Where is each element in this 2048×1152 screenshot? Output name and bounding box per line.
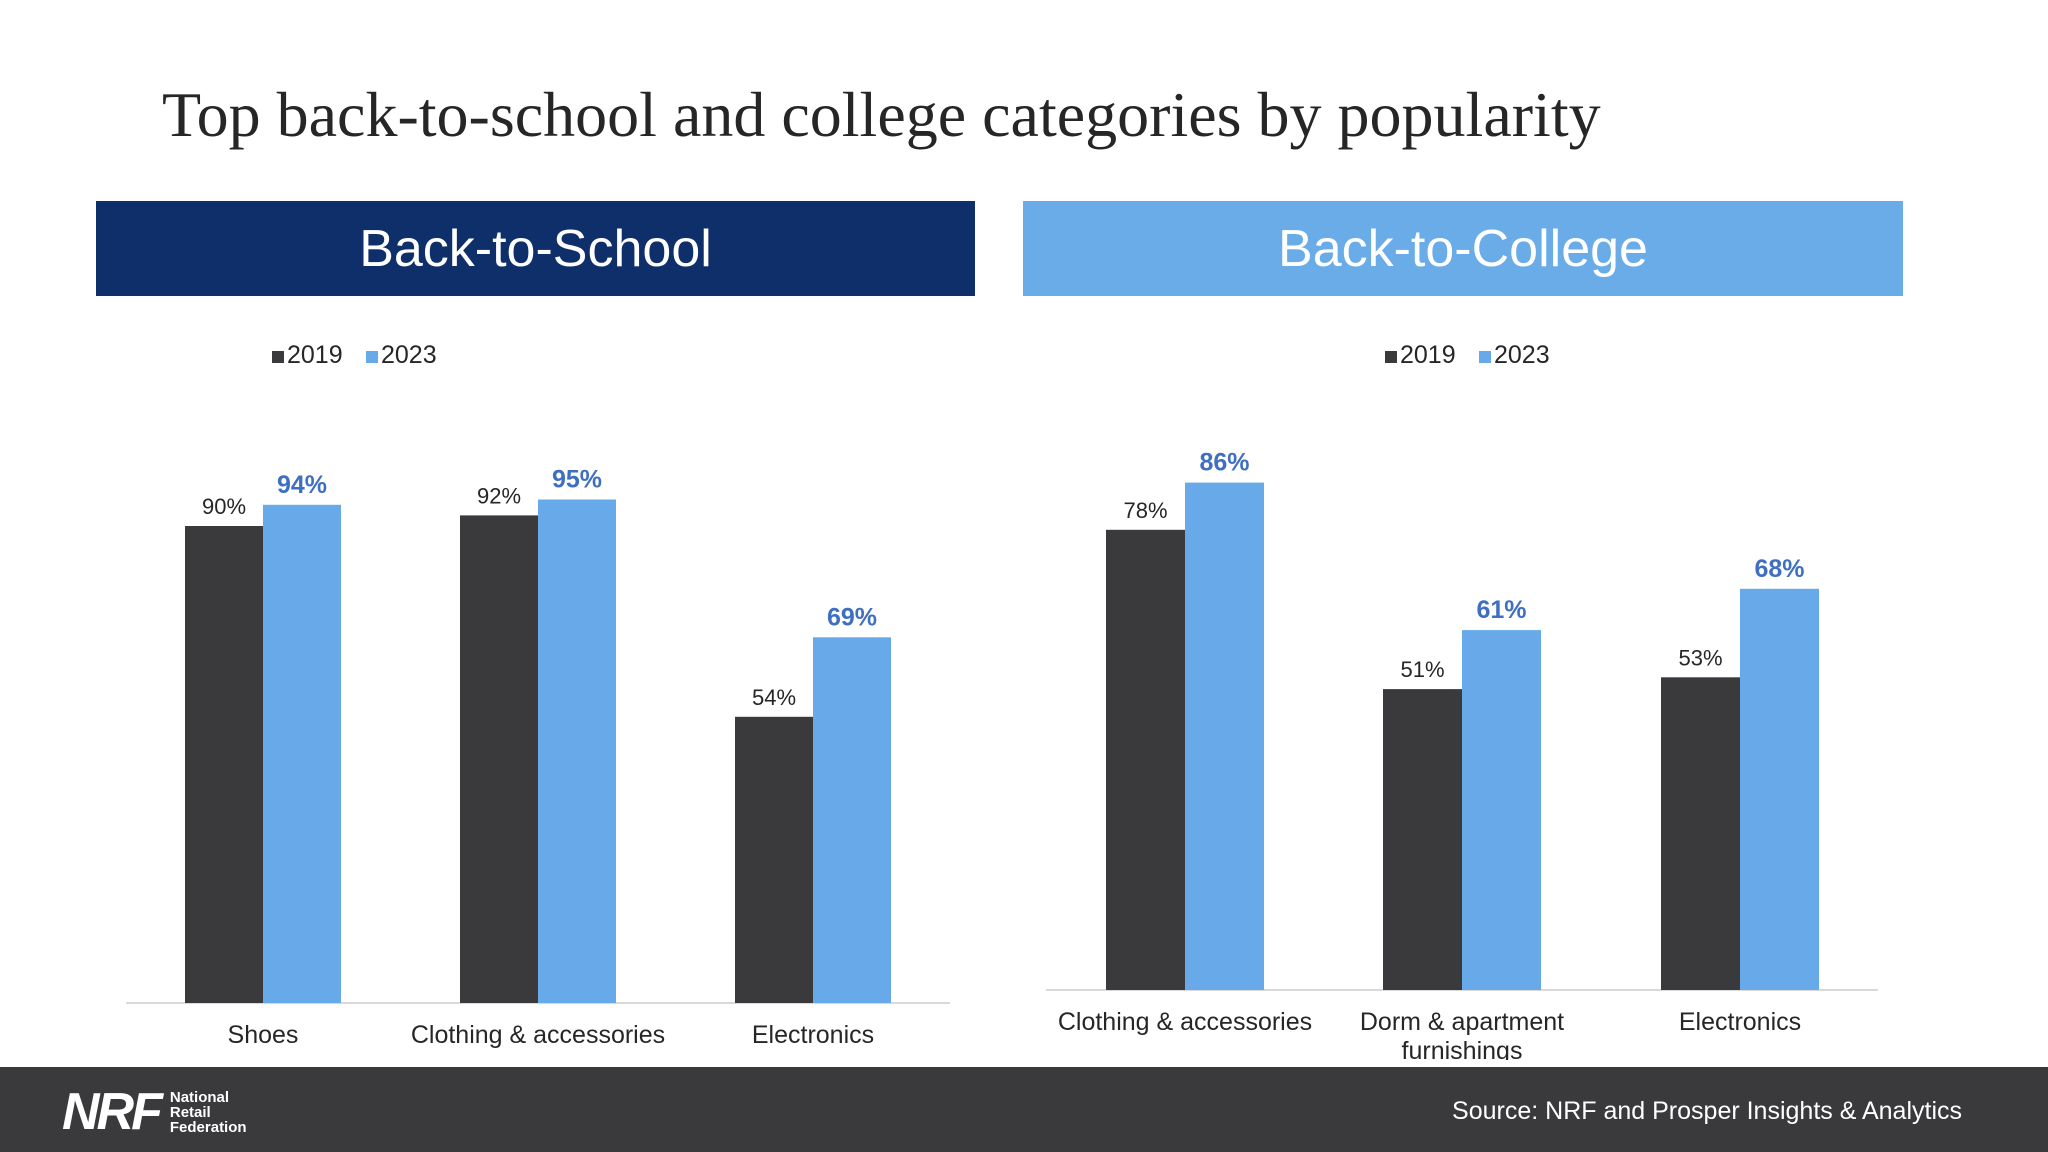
college-category-label-1-0: Dorm & apartment bbox=[1360, 1008, 1564, 1036]
school-bar-2023-2 bbox=[813, 637, 891, 1003]
college-bar-2023-0 bbox=[1185, 482, 1264, 990]
school-category-label-1-0: Clothing & accessories bbox=[411, 1021, 665, 1049]
school-legend-swatch-2019 bbox=[272, 351, 284, 363]
college-bar-2023-1 bbox=[1462, 630, 1541, 990]
back-to-college-header-label: Back-to-College bbox=[1278, 219, 1648, 278]
college-data-label-2023-0: 86% bbox=[1199, 449, 1249, 477]
school-data-label-2019-1: 92% bbox=[477, 483, 521, 508]
source-note: Source: NRF and Prosper Insights & Analy… bbox=[1452, 1097, 1962, 1125]
college-data-label-2019-2: 53% bbox=[1678, 645, 1722, 670]
college-bar-2023-2 bbox=[1740, 588, 1819, 990]
school-bar-2019-2 bbox=[735, 716, 813, 1003]
college-category-label-0-0: Clothing & accessories bbox=[1058, 1008, 1312, 1036]
college-data-label-2019-1: 51% bbox=[1400, 657, 1444, 682]
school-bar-2019-0 bbox=[185, 526, 263, 1003]
school-data-label-2023-0: 94% bbox=[277, 471, 327, 499]
nrf-logo-text: National Retail Federation bbox=[170, 1090, 247, 1135]
school-bar-2023-1 bbox=[538, 499, 616, 1003]
college-category-label-2-0: Electronics bbox=[1679, 1008, 1801, 1036]
college-data-label-2019-0: 78% bbox=[1123, 498, 1167, 523]
back-to-college-header: Back-to-College bbox=[1023, 201, 1903, 296]
college-legend-label-2023: 2023 bbox=[1494, 341, 1550, 369]
back-to-school-header-label: Back-to-School bbox=[359, 219, 712, 278]
school-legend-label-2023: 2023 bbox=[381, 341, 437, 369]
school-category-label-0-0: Shoes bbox=[228, 1021, 299, 1049]
back-to-school-chart: 2019 2023 90% 94% Shoes 92% 95% Clothing & acce… bbox=[126, 341, 950, 1049]
school-legend-label-2019: 2019 bbox=[287, 341, 343, 369]
nrf-logo: NRF National Retail Federation bbox=[62, 1083, 247, 1141]
college-legend-swatch-2019 bbox=[1385, 351, 1397, 363]
back-to-school-header: Back-to-School bbox=[96, 201, 975, 296]
college-data-label-2023-1: 61% bbox=[1476, 596, 1526, 624]
school-bar-2019-1 bbox=[460, 515, 538, 1003]
school-data-label-2023-1: 95% bbox=[552, 466, 602, 494]
school-bar-2023-0 bbox=[263, 504, 341, 1003]
college-data-label-2023-2: 68% bbox=[1754, 555, 1804, 583]
college-bar-2019-1 bbox=[1383, 689, 1462, 990]
school-legend-swatch-2023 bbox=[366, 351, 378, 363]
nrf-logo-line-2: Retail bbox=[169, 1103, 211, 1121]
nrf-logo-line-3: Federation bbox=[169, 1118, 247, 1136]
school-data-label-2019-0: 90% bbox=[202, 494, 246, 519]
college-legend-label-2019: 2019 bbox=[1400, 341, 1456, 369]
back-to-college-chart: 2019 2023 78% 86% Clothing & accessories 51% 6… bbox=[1046, 341, 1878, 1060]
college-legend-swatch-2023 bbox=[1479, 351, 1491, 363]
college-bar-2019-2 bbox=[1661, 677, 1740, 990]
college-category-label-1-1: furnishings bbox=[1402, 1037, 1523, 1060]
school-category-label-2-0: Electronics bbox=[752, 1021, 874, 1049]
slide-title: Top back-to-school and college categorie… bbox=[162, 79, 1601, 150]
nrf-logo-line-1: National bbox=[169, 1088, 230, 1106]
school-data-label-2019-2: 54% bbox=[752, 685, 796, 710]
nrf-logo-mark: NRF bbox=[62, 1083, 163, 1141]
school-data-label-2023-2: 69% bbox=[827, 603, 877, 631]
college-bar-2019-0 bbox=[1106, 529, 1185, 990]
footer-bar: NRF National Retail Federation Source: N… bbox=[0, 1067, 2048, 1152]
